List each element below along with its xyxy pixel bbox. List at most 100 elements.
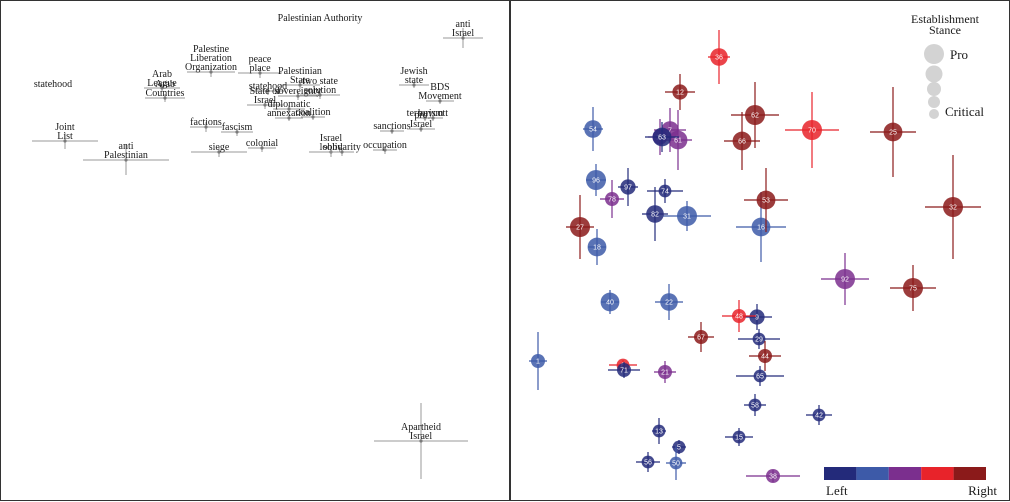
bubble-66-label: 66 bbox=[738, 139, 746, 146]
term-apartheid-israel: Apartheid Israel bbox=[374, 403, 468, 479]
bubble-96-label: 96 bbox=[592, 178, 600, 185]
bubble-53: 53 bbox=[744, 168, 788, 232]
legend-color-swatch bbox=[921, 467, 954, 480]
bubble-13: 13 bbox=[652, 418, 666, 444]
bubble-78-circle bbox=[605, 192, 619, 206]
bubble-56-circle bbox=[641, 455, 655, 469]
bubble-75-label: 75 bbox=[909, 286, 917, 293]
term-bds-movement-point bbox=[438, 99, 442, 103]
bubble-25: 25 bbox=[870, 87, 916, 177]
bubble-12-circle bbox=[672, 84, 688, 100]
legend-size-swatch bbox=[927, 82, 941, 96]
bubble-75: 75 bbox=[890, 265, 936, 311]
bubble-42: 42 bbox=[806, 405, 832, 425]
legend-size-swatch bbox=[928, 96, 940, 108]
bubble-40: 40 bbox=[600, 290, 620, 314]
bubble-22: 22 bbox=[655, 284, 683, 320]
bubble-50-label: 50 bbox=[672, 461, 680, 468]
term-annexation: annexation bbox=[267, 108, 311, 121]
term-fascism-point bbox=[235, 130, 239, 134]
bubble-40-circle bbox=[600, 292, 620, 312]
term-apartheid-israel-point bbox=[419, 439, 423, 443]
bubble-44-label: 44 bbox=[761, 354, 769, 361]
term-two-state-solution: two state solution bbox=[300, 76, 340, 99]
legend: Establishment Stance Pro Critical Left Right bbox=[824, 12, 997, 498]
bubble-1: 1 bbox=[529, 332, 547, 390]
term-palestinian-state: Palestinian State bbox=[278, 66, 322, 89]
bubble-50-circle bbox=[669, 456, 683, 470]
bubble-48: 48 bbox=[722, 300, 756, 332]
bubble-29-label: 29 bbox=[755, 337, 763, 344]
bubble-54: 54 bbox=[583, 107, 603, 151]
legend-size-swatch bbox=[925, 65, 943, 83]
bubble-38-circle bbox=[766, 469, 780, 483]
bubble-53-label: 53 bbox=[762, 198, 770, 205]
term-annexation-label: annexation bbox=[267, 108, 311, 119]
bubble-48-circle bbox=[732, 309, 746, 323]
bubble-74: 74 bbox=[647, 179, 683, 203]
term-sovereignty-point bbox=[296, 94, 300, 98]
legend-color-swatch bbox=[856, 467, 889, 480]
bubble-13-circle bbox=[652, 424, 666, 438]
term-statehood-point bbox=[266, 89, 270, 93]
legend-right-label: Right bbox=[968, 483, 997, 498]
legend-critical-label: Critical bbox=[945, 104, 984, 119]
term-sovereignty-label: sovereignty bbox=[275, 86, 322, 97]
term-statehood: statehood bbox=[34, 79, 72, 90]
bubble-9: 9 bbox=[742, 304, 772, 330]
bubble-1-circle bbox=[531, 354, 545, 368]
bubble-62: 62 bbox=[731, 82, 779, 148]
legend-pro-label: Pro bbox=[950, 47, 968, 62]
bubble-65: 65 bbox=[736, 366, 784, 386]
bubble-78-label: 78 bbox=[608, 197, 616, 204]
left-panel-frame bbox=[0, 0, 510, 501]
bubble-62-label: 62 bbox=[751, 113, 759, 120]
bubble-32: 32 bbox=[925, 155, 981, 259]
term-palestinian-state-label: Palestinian State bbox=[278, 66, 322, 86]
legend-left-label: Left bbox=[826, 483, 848, 498]
term-boycott: boycott bbox=[418, 108, 448, 121]
bubble-70-circle bbox=[802, 120, 822, 140]
bubble-50: 50 bbox=[666, 446, 686, 480]
term-coalition-point bbox=[311, 115, 315, 119]
bubble-22-label: 22 bbox=[665, 300, 673, 307]
bubble-42-label: 42 bbox=[815, 413, 823, 420]
bubble-58-label: 58 bbox=[751, 403, 759, 410]
bubble-96: 96 bbox=[586, 164, 606, 196]
term-solidarity: solidarity bbox=[323, 142, 361, 156]
right-panel-bubble-scatter: 1567912131516181921222527293132363840424… bbox=[529, 30, 981, 483]
bubble-97-circle bbox=[620, 179, 636, 195]
legend-color-swatch bbox=[953, 467, 986, 480]
bubble-21-circle bbox=[658, 365, 672, 379]
bubble-97: 97 bbox=[618, 168, 638, 206]
bubble-56-label: 56 bbox=[644, 460, 652, 467]
term-diplomatic-point bbox=[287, 107, 291, 111]
term-state-of-israel: State of Israel bbox=[247, 86, 283, 109]
term-solidarity-label: solidarity bbox=[323, 142, 361, 153]
term-apartheid-israel-label: Apartheid Israel bbox=[401, 422, 441, 442]
bubble-36: 36 bbox=[708, 30, 730, 84]
term-occupation: occupation bbox=[363, 140, 407, 154]
term-pro-israel-point bbox=[419, 127, 423, 131]
bubble-27: 27 bbox=[566, 195, 594, 259]
term-colonial-point bbox=[260, 146, 264, 150]
term-pro-israel: pro Israel bbox=[407, 110, 435, 132]
left-panel-term-scatter: Palestinian Authority anti Israel Palestine… bbox=[32, 13, 483, 479]
term-siege: siege bbox=[191, 142, 247, 157]
bubble-27-circle bbox=[570, 217, 590, 237]
term-fascism-label: fascism bbox=[222, 122, 253, 133]
bubble-92-label: 92 bbox=[841, 277, 849, 284]
bubble-82-circle bbox=[646, 205, 664, 223]
legend-size-swatch bbox=[929, 109, 939, 119]
term-arab-countries-label: Arab Countries bbox=[146, 79, 185, 99]
term-statehood-label: statehood bbox=[249, 81, 287, 92]
bubble-32-circle bbox=[943, 197, 963, 217]
bubble-21: 21 bbox=[654, 361, 676, 383]
term-palestine-liberation-organization-point bbox=[209, 70, 213, 74]
bubble-44: 44 bbox=[749, 341, 781, 371]
term-anti-israel-point bbox=[461, 36, 465, 40]
bubble-38: 38 bbox=[746, 469, 800, 483]
bubble-1-label: 1 bbox=[536, 359, 540, 366]
bubble-71-circle bbox=[617, 363, 631, 377]
term-occupation-point bbox=[383, 148, 387, 152]
